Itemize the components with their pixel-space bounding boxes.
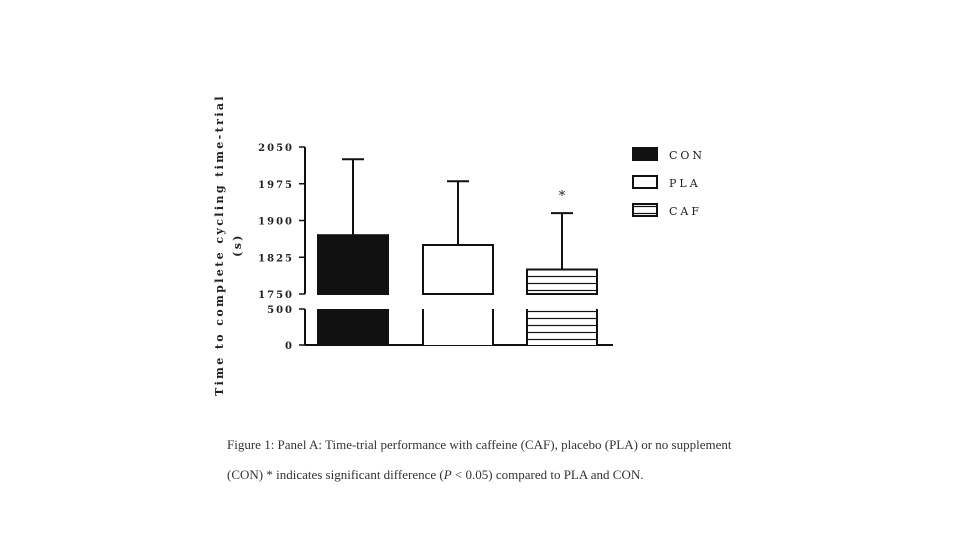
caption-text: Figure 1: Panel A: Time-trial performanc… bbox=[227, 437, 732, 452]
figure-caption-line-2: (CON) * indicates significant difference… bbox=[227, 467, 927, 483]
figure-caption-line-1: Figure 1: Panel A: Time-trial performanc… bbox=[227, 437, 927, 453]
y-tick-label: 500 bbox=[267, 305, 294, 316]
y-tick-label: 0 bbox=[285, 341, 294, 352]
y-axis-label: Time to complete cycling time-trial bbox=[213, 94, 226, 396]
legend: CON PLA CAF bbox=[632, 147, 705, 218]
y-tick-label: 2050 bbox=[258, 143, 294, 154]
caption-text-b: < 0.05) compared to PLA and CON. bbox=[451, 467, 644, 482]
y-tick-label: 1975 bbox=[258, 180, 294, 191]
y-tick-label: 1825 bbox=[258, 253, 294, 264]
caption-text-a: (CON) * indicates significant difference… bbox=[227, 467, 444, 482]
bar-con-lower bbox=[318, 309, 388, 345]
legend-swatch-pla bbox=[632, 175, 658, 189]
legend-label-caf: CAF bbox=[669, 205, 702, 218]
legend-swatch-con bbox=[632, 147, 658, 161]
bar-con-upper bbox=[317, 234, 389, 295]
y-axis-label-unit: (s) bbox=[231, 233, 244, 257]
bar-pla-upper bbox=[422, 244, 494, 295]
legend-label-con: CON bbox=[669, 149, 705, 162]
bars: * bbox=[317, 158, 598, 345]
bar-caf-lower bbox=[527, 309, 597, 345]
bar-caf-upper bbox=[526, 268, 598, 295]
y-tick-label: 1750 bbox=[258, 290, 294, 301]
y-ticks: 0 500 1750 1825 1900 1975 2050 bbox=[258, 143, 305, 352]
caption-p-symbol: P bbox=[443, 467, 452, 482]
significance-marker: * bbox=[559, 189, 566, 204]
legend-swatch-caf bbox=[632, 203, 658, 217]
y-tick-label: 1900 bbox=[258, 217, 294, 228]
bar-pla-lower bbox=[423, 309, 493, 345]
legend-label-pla: PLA bbox=[669, 177, 701, 190]
